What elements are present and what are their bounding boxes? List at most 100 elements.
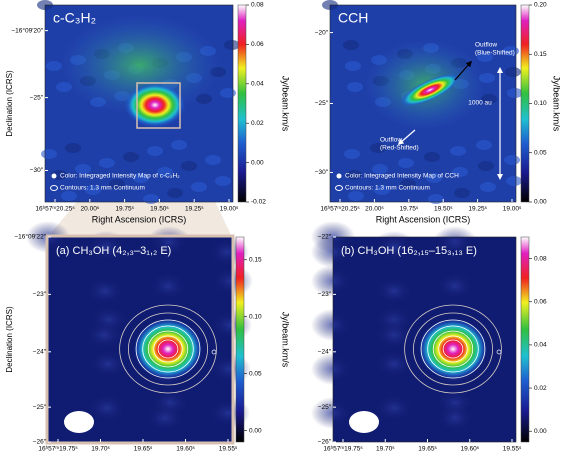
colorbar-tick-label: 0.15 [249, 256, 262, 263]
colorbar [238, 5, 246, 202]
x-tick-label: 19.50ˢ [434, 206, 453, 213]
colorbar-tick-label: 0.20 [534, 2, 547, 9]
colorbar-tick-label: 0.00 [249, 427, 262, 434]
noise [65, 143, 81, 153]
noise [167, 188, 183, 198]
x-tick-label: 19.25ˢ [468, 206, 487, 213]
beam [64, 411, 94, 433]
x-tick-label: 19.00ˢ [503, 206, 522, 213]
colorbar-label: Jy/beam.km/s [281, 312, 291, 368]
y-tick-label: −16°09′20″ [11, 26, 43, 34]
noise [507, 88, 523, 98]
noise [207, 353, 251, 385]
annotation: 1000 au [468, 100, 492, 107]
noise [171, 140, 187, 150]
noise [83, 275, 127, 307]
colorbar-tick-label: 0.04 [534, 342, 547, 349]
noise [344, 149, 360, 159]
annotation: Outflow [475, 42, 497, 49]
noise [147, 146, 163, 156]
noise [504, 155, 520, 165]
annotation: Outflow [380, 137, 402, 144]
colorbar-tick-label: 0.08 [251, 2, 264, 9]
noise [347, 82, 363, 92]
panel-title: CCH [338, 10, 368, 26]
noise [506, 176, 522, 186]
colorbar-tick-label: 0.15 [534, 51, 547, 58]
x-tick-label: 19.65ˢ [418, 446, 437, 453]
colorbar-label: Jy/beam.km/s [281, 76, 291, 132]
x-axis-label: Right Ascension (ICRS) [376, 214, 471, 224]
x-tick-label: 16ʰ57ᵐ19.75ˢ [323, 446, 363, 453]
x-tick-label: 19.60ˢ [461, 446, 480, 453]
noise [398, 158, 414, 168]
colorbar-tick-label: 0.05 [534, 149, 547, 156]
emission [125, 83, 185, 127]
panel-title: c-C₃H₂ [53, 10, 96, 26]
noise [345, 61, 361, 71]
annotation: Contours: 1.3 mm Continuum [60, 185, 145, 192]
colorbar-tick-label: 0.06 [534, 298, 547, 305]
colorbar-tick-label: 0.00 [251, 159, 264, 166]
noise [433, 402, 477, 434]
annotation: Contours: 1.3 mm Continuum [345, 185, 430, 192]
colorbar-tick-label: 0.08 [534, 255, 547, 262]
y-tick-label: −24″ [33, 349, 47, 356]
noise [143, 194, 159, 204]
x-tick-label: 16ʰ57ᵐ20.25ˢ [35, 206, 75, 213]
x-tick-label: 19.25ˢ [185, 206, 204, 213]
noise [86, 348, 130, 380]
y-tick-label: −30″ [315, 169, 329, 176]
noise [143, 402, 187, 434]
noise [348, 191, 364, 201]
legend-dot [52, 174, 57, 179]
y-tick-label: −26″ [318, 439, 332, 446]
colorbar-tick-label: 0.04 [251, 81, 264, 88]
legend-dot [337, 174, 342, 179]
x-tick-label: 16ʰ57ᵐ19.75ˢ [38, 446, 78, 453]
colorbar-tick-label: 0.00 [534, 199, 547, 206]
y-tick-label: −25″ [33, 404, 47, 411]
noise [478, 161, 494, 171]
y-tick-label: −30″ [30, 167, 44, 174]
x-axis-label: Right Ascension (ICRS) [92, 214, 187, 224]
x-tick-label: 20.00ˢ [365, 206, 384, 213]
noise [46, 61, 62, 71]
y-tick-label: −23″ [33, 291, 47, 298]
annotation: Color: Integraged Intensity Map of CCH [345, 173, 459, 180]
x-tick-label: 19.70ˢ [376, 446, 395, 453]
annotation: (Blue-Shifted) [475, 50, 515, 57]
y-tick-label: −23″ [318, 291, 332, 298]
x-tick-label: 16ʰ57ᵐ20.25ˢ [320, 206, 360, 213]
x-tick-label: 20.00ˢ [81, 206, 100, 213]
x-tick-label: 19.55ˢ [503, 446, 522, 453]
x-tick-label: 19.70ˢ [91, 446, 110, 453]
colorbar-tick-label: 0.05 [249, 370, 262, 377]
noise [205, 155, 221, 165]
noise [209, 265, 253, 297]
colorbar [521, 237, 529, 442]
colorbar [521, 5, 529, 202]
colorbar-tick-label: 0.02 [251, 120, 264, 127]
x-tick-label: 19.55ˢ [219, 446, 238, 453]
colorbar-tick-label: 0.10 [534, 100, 547, 107]
noise [61, 191, 77, 201]
y-axis-label: Declination (ICRS) [5, 70, 14, 137]
y-tick-label: −20″ [315, 29, 329, 36]
noise [146, 270, 190, 302]
colorbar-tick-label: 0.10 [249, 313, 262, 320]
emission [419, 319, 487, 379]
y-axis-label: Declination (ICRS) [5, 306, 14, 373]
noise [428, 194, 444, 204]
noise [433, 270, 477, 302]
y-tick-label: −26″ [33, 439, 47, 446]
beam [349, 411, 379, 433]
noise [372, 319, 416, 351]
noise [41, 149, 57, 159]
noise [181, 161, 197, 171]
y-tick-label: −25″ [318, 404, 332, 411]
x-tick-label: 19.00ˢ [220, 206, 239, 213]
noise [372, 392, 416, 424]
x-tick-label: 19.50ˢ [150, 206, 169, 213]
noise [343, 40, 359, 50]
